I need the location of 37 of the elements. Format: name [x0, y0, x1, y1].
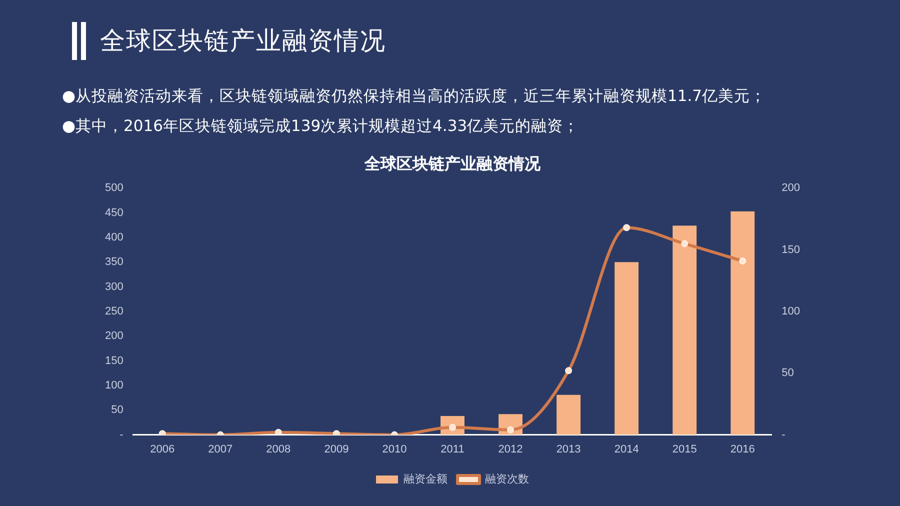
x-tick-label: 2013: [556, 443, 581, 456]
y-tick-label: 500: [104, 182, 124, 194]
bar: [614, 262, 639, 435]
chart-title: 全球区块链产业融资情况: [364, 155, 542, 174]
x-tick-label: 2008: [266, 443, 291, 456]
y2-tick-label: 50: [782, 367, 794, 380]
x-tick-label: 2014: [614, 443, 639, 456]
bar: [672, 226, 697, 435]
x-tick-label: 2012: [498, 443, 523, 456]
legend-label: 融资金额: [404, 472, 448, 486]
x-tick-label: 2006: [150, 443, 175, 456]
legend-label: 融资次数: [485, 474, 529, 486]
x-tick-label: 2010: [382, 443, 407, 456]
y2-tick-label: 200: [782, 182, 800, 194]
y-tick-label: 250: [104, 306, 124, 318]
y-tick-label: 150: [104, 354, 124, 367]
text: ●从投融资活动来看，区块链领域融资仍然保持相当高的活跃度，近三年累计融资规模11.7亿美元；: [62, 86, 766, 107]
x-tick-label: 2011: [440, 443, 464, 456]
text: ●其中，2016年区块链领域完成139次累计规模超过4.33亿美元的融资；: [62, 116, 580, 137]
y-tick-label: 400: [104, 232, 124, 244]
bar: [556, 394, 581, 435]
y-tick-label: 50: [111, 404, 124, 416]
y-tick-label: 100: [104, 380, 124, 392]
y-tick-label: 200: [104, 330, 124, 342]
x-tick-label: 2016: [730, 443, 755, 456]
bar: [730, 211, 755, 435]
y-tick-label: 350: [104, 256, 124, 268]
x-tick-label: 2015: [672, 443, 697, 456]
y2-tick-label: -: [782, 428, 786, 441]
y2-tick-label: 100: [782, 306, 800, 318]
x-tick-label: 2009: [324, 443, 349, 456]
y-tick-label: -: [120, 428, 124, 441]
y-tick-label: 300: [104, 280, 124, 293]
y-tick-label: 450: [104, 206, 124, 219]
text: 全球区块链产业融资情况: [100, 25, 386, 57]
y2-tick-label: 150: [782, 244, 800, 256]
x-tick-label: 2007: [208, 443, 233, 456]
